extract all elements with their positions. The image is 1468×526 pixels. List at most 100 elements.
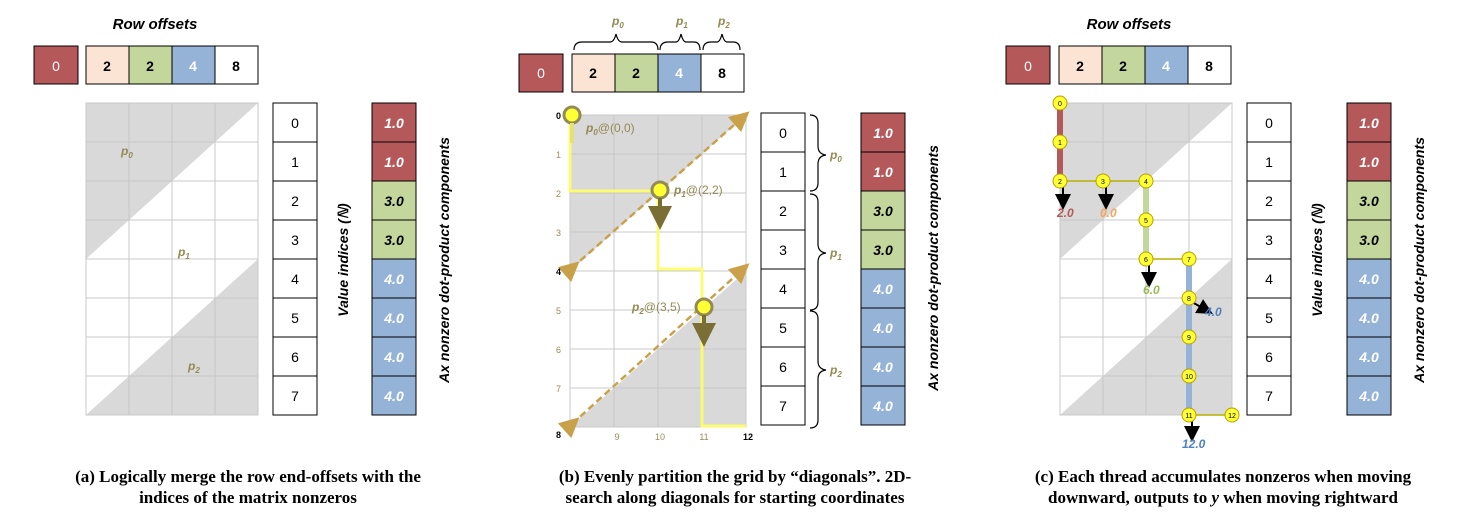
component-cell: 4.0 xyxy=(383,349,404,365)
index-cell: 7 xyxy=(779,398,787,414)
offset-value: 2 xyxy=(632,65,640,81)
p2-coord: p2@(3,5) xyxy=(631,300,681,316)
panel-a: Row offsets 0 2 2 4 8 p0 p1 xyxy=(33,16,452,507)
walk-node: 5 xyxy=(1144,218,1148,225)
axis-tick: 11 xyxy=(699,432,708,442)
start-points xyxy=(562,105,716,347)
walk-nodes: 0 1 2 3 4 5 6 7 8 9 10 11 12 xyxy=(1052,95,1240,423)
index-cell: 4 xyxy=(291,271,299,287)
side-p2: p2 xyxy=(829,363,842,379)
component-cell: 4.0 xyxy=(872,320,893,336)
brace-p1: p1 xyxy=(675,14,688,30)
index-cell: 0 xyxy=(779,125,787,141)
component-cell: 1.0 xyxy=(873,164,893,180)
offset-value: 2 xyxy=(103,58,111,74)
walk-node: 11 xyxy=(1185,413,1192,420)
component-cell: 1.0 xyxy=(384,115,404,131)
index-cell: 2 xyxy=(291,193,299,209)
value-indices-column-b: 0 1 2 3 4 5 6 7 xyxy=(760,112,806,426)
index-cell: 3 xyxy=(1265,232,1273,248)
index-cell: 5 xyxy=(779,320,787,336)
index-cell: 0 xyxy=(291,115,299,131)
offset-value: 8 xyxy=(1205,58,1213,74)
grid-b: p0@(0,0) p1@(2,2) p2@(3,5) 0 1 2 3 4 5 6… xyxy=(556,105,753,442)
value-indices-column: 0 1 2 3 4 5 6 7 xyxy=(272,102,318,416)
component-cell: 3.0 xyxy=(384,193,404,209)
index-cell: 1 xyxy=(779,164,787,180)
caption-b-line1: (b) Evenly partition the grid by “diagon… xyxy=(559,467,912,486)
component-cell: 4.0 xyxy=(383,310,404,326)
axis-tick: 1 xyxy=(556,150,561,160)
offset-value: 4 xyxy=(1162,58,1170,74)
index-cell: 6 xyxy=(779,359,787,375)
index-cell: 3 xyxy=(291,232,299,248)
walk-node: 8 xyxy=(1187,296,1191,303)
output-value: 2.0 xyxy=(1056,206,1074,220)
caption-b-line2: search along diagonals for starting coor… xyxy=(566,488,905,507)
walk-node: 6 xyxy=(1144,257,1148,264)
offset-first: 0 xyxy=(537,65,545,81)
row-offsets-title: Row offsets xyxy=(113,16,198,33)
walk-node: 10 xyxy=(1185,374,1193,381)
walk-node: 2 xyxy=(1058,179,1062,186)
walk-node: 9 xyxy=(1187,335,1191,342)
value-indices-label: Value indices (ℕ) xyxy=(335,203,351,317)
side-p0: p0 xyxy=(829,148,842,164)
component-cell: 3.0 xyxy=(873,203,893,219)
output-arrows xyxy=(1055,186,1213,442)
axis-tick: 9 xyxy=(614,432,619,442)
p0-coord: p0@(0,0) xyxy=(585,121,635,137)
component-cell: 4.0 xyxy=(872,281,893,297)
walk-node: 3 xyxy=(1101,179,1105,186)
grid-c: 0 1 2 3 4 5 6 7 8 9 10 11 12 2.0 0.0 xyxy=(1052,95,1240,451)
component-cell: 4.0 xyxy=(1358,349,1379,365)
ax-components-label: Ax nonzero dot-product components xyxy=(436,137,452,384)
index-cell: 7 xyxy=(1265,388,1273,404)
panel-c: Row offsets 0 2 2 4 8 xyxy=(1005,16,1427,507)
index-cell: 1 xyxy=(1265,154,1273,170)
component-cell: 3.0 xyxy=(384,232,404,248)
axis-tick: 6 xyxy=(556,345,561,355)
value-indices-column-c: 0 1 2 3 4 5 6 7 xyxy=(1246,102,1292,416)
axis-tick: 4 xyxy=(556,267,561,277)
component-cell: 4.0 xyxy=(383,271,404,287)
caption-a-line2: indices of the matrix nonzeros xyxy=(139,488,357,507)
offset-value: 4 xyxy=(675,65,683,81)
axis-tick: 2 xyxy=(556,189,561,199)
panel-b: p0 p1 p2 0 2 2 4 8 xyxy=(518,14,941,507)
index-cell: 7 xyxy=(291,388,299,404)
ax-components-column: 1.0 1.0 3.0 3.0 4.0 4.0 4.0 4.0 xyxy=(371,102,417,416)
component-cell: 4.0 xyxy=(1358,388,1379,404)
index-cell: 5 xyxy=(291,310,299,326)
caption-c-line1: (c) Each thread accumulates nonzeros whe… xyxy=(1035,467,1412,486)
index-cell: 0 xyxy=(1265,115,1273,131)
axis-tick: 8 xyxy=(556,430,561,440)
offset-first: 0 xyxy=(52,58,60,74)
component-cell: 3.0 xyxy=(873,242,893,258)
row-offsets-boxes: 0 2 2 4 8 xyxy=(33,45,259,85)
output-value: 0.0 xyxy=(1100,206,1117,220)
p1-coord: p1@(2,2) xyxy=(673,183,723,199)
component-cell: 4.0 xyxy=(872,359,893,375)
partition-braces xyxy=(573,33,741,51)
p2-label: p2 xyxy=(187,359,200,375)
offset-value: 8 xyxy=(232,58,240,74)
ax-components-label-b: Ax nonzero dot-product components xyxy=(925,145,941,392)
output-value: 6.0 xyxy=(1143,283,1160,297)
component-cell: 1.0 xyxy=(1359,154,1379,170)
axis-tick: 3 xyxy=(556,228,561,238)
offset-value: 8 xyxy=(718,65,726,81)
grid-a: p0 p1 p2 xyxy=(85,102,259,416)
component-cell: 4.0 xyxy=(872,398,893,414)
axis-tick: 0 xyxy=(556,111,561,121)
ax-components-column-c: 1.0 1.0 3.0 3.0 4.0 4.0 4.0 4.0 xyxy=(1346,102,1392,416)
offset-value: 2 xyxy=(1119,58,1127,74)
index-cell: 4 xyxy=(1265,271,1273,287)
index-cell: 1 xyxy=(291,154,299,170)
row-offsets-title-c: Row offsets xyxy=(1087,16,1172,33)
walk-node: 1 xyxy=(1058,140,1062,147)
axis-tick: 5 xyxy=(556,306,561,316)
value-indices-label-c: Value indices (ℕ) xyxy=(1309,203,1325,317)
offset-value: 2 xyxy=(146,58,154,74)
